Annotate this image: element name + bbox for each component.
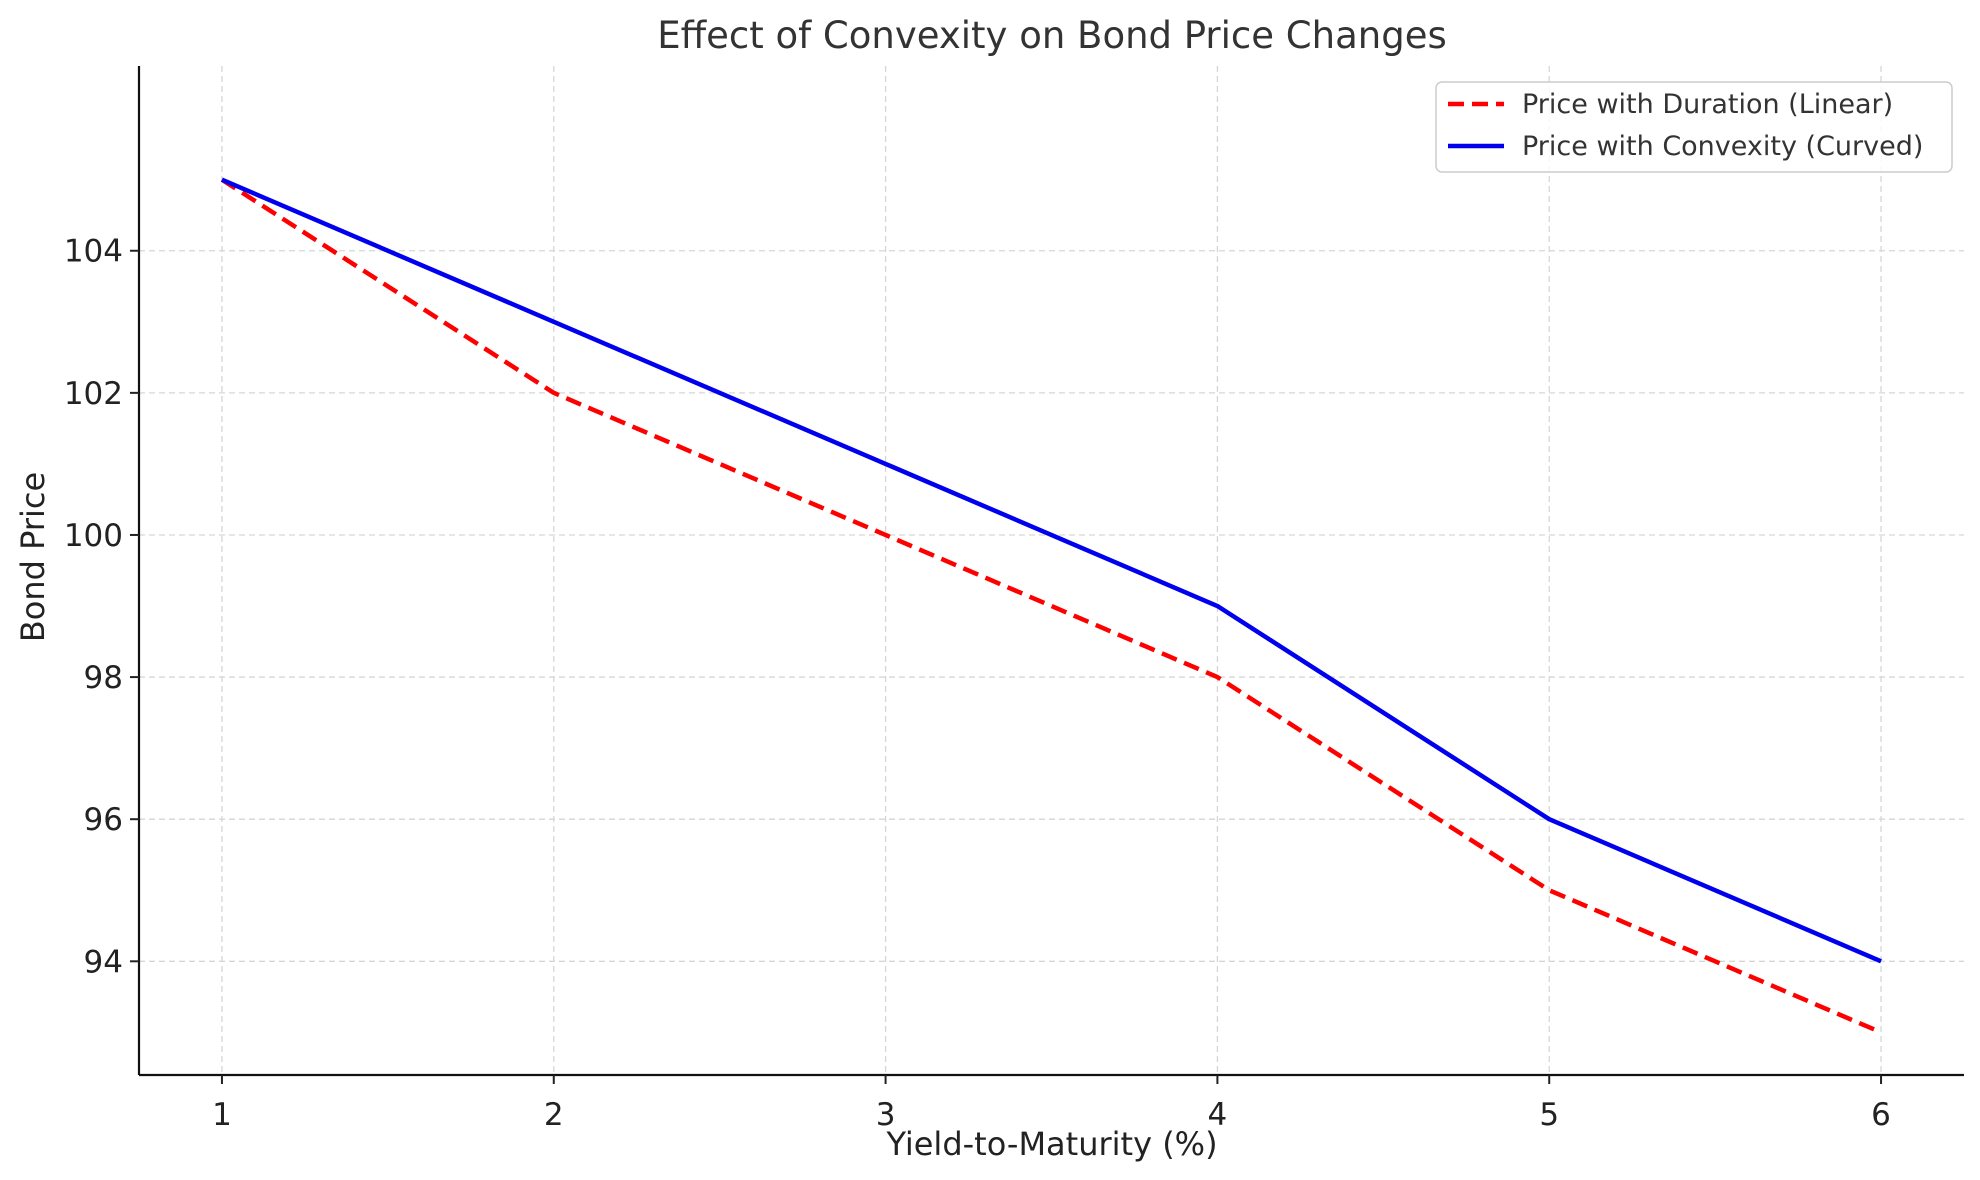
series-line-2	[221, 177, 1882, 964]
y-axis-label: Bond Price	[14, 472, 52, 642]
y-tick-label: 102	[64, 376, 123, 412]
legend-label: Price with Convexity (Curved)	[1522, 131, 1923, 162]
y-tick-label: 100	[64, 518, 123, 554]
x-tick-label: 4	[1208, 1097, 1228, 1133]
axes	[137, 66, 1964, 1077]
x-axis-label: Yield-to-Maturity (%)	[885, 1125, 1217, 1163]
x-axis-ticks: 1 2 3 4 5 6	[212, 1075, 1891, 1133]
legend-box	[1435, 81, 1953, 173]
x-tick-label: 6	[1871, 1097, 1891, 1133]
chart-title: Effect of Convexity on Bond Price Change…	[657, 14, 1446, 57]
y-axis-ticks: 94 96 98 100 102 104	[64, 234, 139, 980]
series-lines	[220, 177, 1882, 1035]
x-tick-label: 2	[544, 1097, 564, 1133]
x-tick-label: 5	[1539, 1097, 1559, 1133]
series-line-1	[220, 177, 1882, 1035]
legend-label: Price with Duration (Linear)	[1522, 89, 1893, 120]
y-tick-label: 104	[64, 234, 123, 270]
x-tick-label: 1	[212, 1097, 232, 1133]
legend: Price with Duration (Linear) Price with C…	[1435, 81, 1953, 173]
y-tick-label: 94	[84, 944, 123, 980]
x-tick-label: 3	[876, 1097, 896, 1133]
y-tick-label: 96	[84, 802, 123, 838]
y-tick-label: 98	[84, 660, 123, 696]
grid	[139, 66, 1964, 1075]
